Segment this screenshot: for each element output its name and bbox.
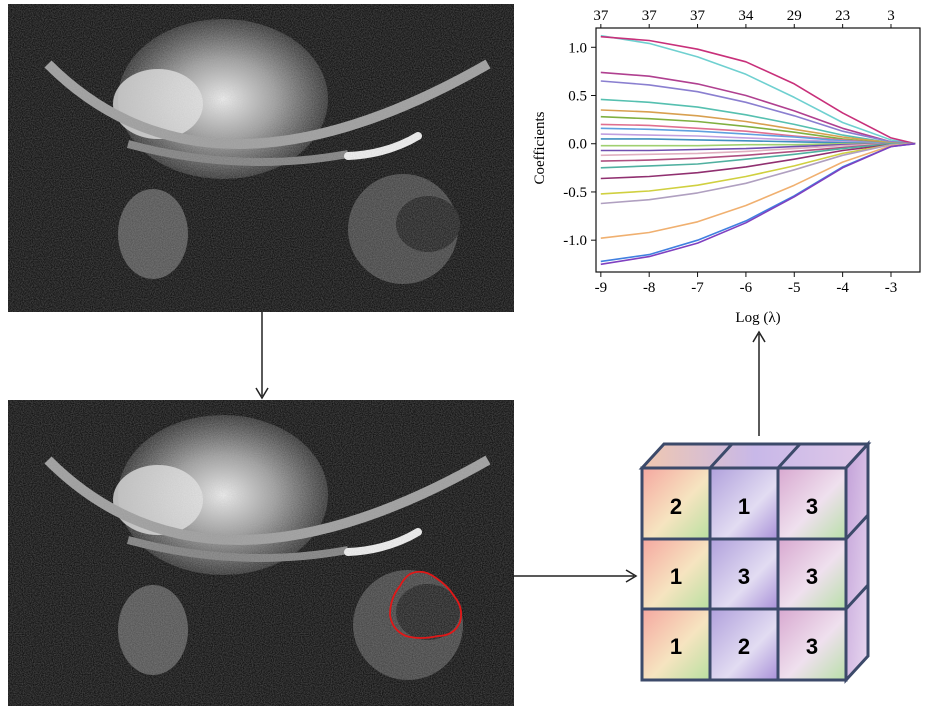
arrow-down [255, 312, 269, 400]
lasso-coefficient-chart: -9 -8 -7 -6 -5 -4 -3 37 37 37 34 29 23 3 -1.0 -0.5 0.0 0.… [532, 8, 921, 326]
y-tick-label: -0.5 [563, 185, 587, 201]
x-tick-label: -6 [740, 280, 753, 296]
cube-front-face [640, 466, 848, 682]
series-line-4 [600, 80, 916, 145]
y-tick-label: 0.0 [568, 137, 587, 153]
top-tick-label: 37 [642, 8, 658, 24]
series-line-1 [600, 34, 916, 145]
series-line-22 [600, 142, 916, 266]
series-line-6 [600, 109, 916, 145]
x-tick-label: -7 [691, 280, 704, 296]
y-tick-label: -1.0 [563, 233, 587, 249]
top-tick-label: 37 [690, 8, 706, 24]
cube-cell-r3c1: 1 [670, 634, 682, 659]
cube-cell-r2c2: 3 [738, 564, 750, 589]
arrow-up [752, 330, 766, 436]
top-tick-label: 37 [593, 8, 609, 24]
x-tick-label: -9 [595, 280, 608, 296]
cube-cell-r2c1: 1 [670, 564, 682, 589]
cube-side-face [844, 440, 870, 684]
x-axis-label: Log (λ) [735, 310, 780, 326]
top-tick-label: 29 [787, 8, 802, 24]
series-line-2 [600, 35, 916, 145]
y-tick-label: 0.5 [568, 89, 587, 105]
cube-cell-r2c3: 3 [806, 564, 818, 589]
arrow-right [514, 569, 638, 583]
y-tick-label: 1.0 [568, 40, 587, 56]
series-line-19 [600, 142, 916, 205]
x-tick-label: -8 [643, 280, 656, 296]
x-tick-label: -3 [885, 280, 898, 296]
x-tick-label: -5 [788, 280, 801, 296]
cube-cell-r1c3: 3 [806, 494, 818, 519]
cube-top-face [638, 442, 872, 470]
series-line-20 [600, 142, 916, 239]
top-tick-label: 3 [887, 8, 895, 24]
cube-cell-r3c3: 3 [806, 634, 818, 659]
y-axis-label: Coefficients [532, 111, 548, 184]
cube-cell-r1c1: 2 [670, 494, 682, 519]
cube-cell-r3c2: 2 [738, 634, 750, 659]
series-line-16 [600, 142, 916, 169]
x-tick-label: -4 [836, 280, 849, 296]
roi-contour [389, 570, 463, 639]
mri-image-top [8, 4, 514, 312]
feature-cube: 2 1 3 1 3 3 1 2 3 [638, 440, 872, 684]
top-tick-label: 23 [835, 8, 850, 24]
top-tick-label: 34 [738, 8, 754, 24]
mri-image-bottom-with-roi [8, 400, 514, 706]
cube-cell-r1c2: 1 [738, 494, 750, 519]
